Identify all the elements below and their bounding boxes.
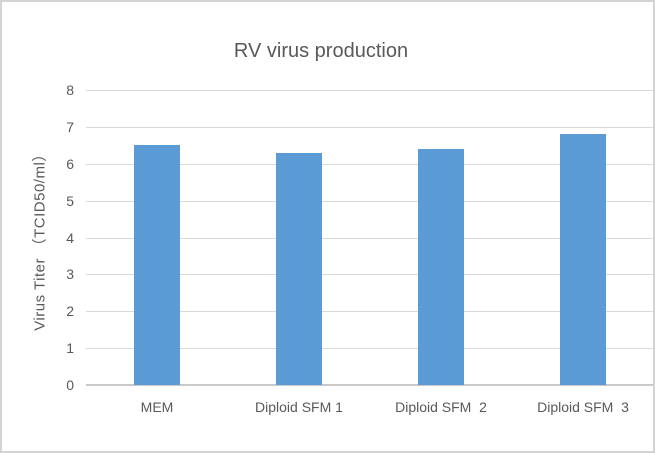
y-tick-label: 3: [66, 266, 74, 283]
gridline: [86, 348, 653, 350]
y-tick-label: 5: [66, 192, 74, 209]
y-tick-label: 7: [66, 118, 74, 135]
bar: [134, 145, 180, 385]
gridline: [86, 126, 653, 128]
y-tick-label: 1: [66, 340, 74, 357]
gridline: [86, 237, 653, 239]
y-tick-label: 0: [66, 377, 74, 393]
gridline: [86, 311, 653, 313]
category-label: MEM: [140, 399, 174, 415]
y-tick-label: 6: [66, 155, 74, 172]
y-tick-label: 4: [66, 229, 74, 246]
gridline: [86, 200, 653, 202]
y-tick-label: 2: [66, 303, 74, 320]
y-tick-label: 8: [66, 82, 74, 98]
category-label: Diploid SFM 2: [395, 399, 487, 415]
gridline: [86, 274, 653, 276]
chart-title: RV virus production: [233, 40, 409, 62]
gridline: [86, 163, 653, 165]
category-label: Diploid SFM 1: [255, 399, 343, 415]
category-label: Diploid SFM 3: [537, 399, 629, 415]
bar: [276, 152, 322, 385]
bar: [560, 134, 606, 385]
x-axis-line: [86, 384, 653, 386]
bar: [418, 149, 464, 385]
gridline: [86, 90, 653, 91]
